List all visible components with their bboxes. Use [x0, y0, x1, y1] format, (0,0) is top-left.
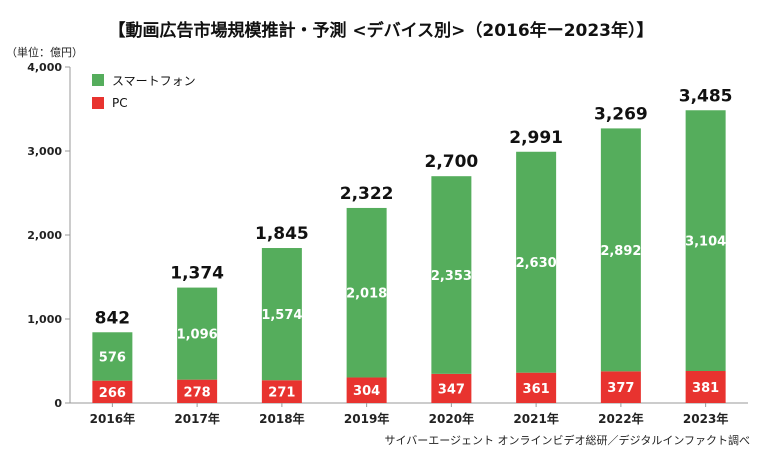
bar-segment-smartphone	[431, 176, 472, 374]
x-tick-label: 2021年	[513, 411, 558, 426]
bar-segment-smartphone	[346, 207, 387, 378]
x-tick-label: 2016年	[90, 411, 135, 426]
data-label-smartphone: 2,630	[516, 256, 557, 271]
bar-segment-pc	[177, 379, 218, 403]
data-label-pc: 381	[692, 381, 719, 396]
data-label-total: 842	[95, 308, 131, 328]
data-label-total: 2,700	[424, 152, 478, 172]
bar-segment-pc	[516, 372, 557, 403]
y-tick-label: 3,000	[27, 145, 62, 158]
bar-segment-smartphone	[685, 110, 726, 371]
legend-item-smartphone: スマートフォン	[92, 70, 196, 90]
y-tick-label: 1,000	[27, 313, 62, 326]
data-label-pc: 278	[184, 385, 211, 400]
bar-segment-pc	[685, 370, 726, 403]
bar-segment-smartphone	[92, 332, 133, 381]
chart-title: 【動画広告市場規模推計・予測 <デバイス別>（2016年ー2023年）】	[108, 21, 654, 41]
bar-segment-pc	[431, 373, 472, 403]
y-tick-label: 2,000	[27, 229, 62, 242]
data-label-smartphone: 2,018	[346, 287, 387, 302]
data-label-total: 2,322	[340, 184, 394, 204]
y-tick-label: 4,000	[27, 61, 62, 74]
data-label-pc: 266	[99, 386, 126, 401]
data-label-smartphone: 576	[99, 350, 126, 365]
x-tick-label: 2017年	[174, 411, 219, 426]
legend-swatch-pc	[92, 97, 104, 109]
legend-label-smartphone: スマートフォン	[112, 73, 196, 88]
legend-swatch-smartphone	[92, 74, 104, 86]
data-label-smartphone: 3,104	[685, 235, 726, 250]
x-tick-label: 2018年	[259, 411, 304, 426]
bar-segment-smartphone	[261, 248, 302, 381]
data-label-smartphone: 2,892	[600, 244, 641, 259]
legend-label-pc: PC	[112, 96, 128, 110]
bar-segment-smartphone	[600, 128, 641, 372]
data-label-total: 3,485	[679, 86, 733, 106]
bar-segment-smartphone	[177, 287, 218, 380]
x-tick-label: 2019年	[344, 411, 389, 426]
data-label-pc: 347	[438, 382, 465, 397]
data-label-smartphone: 1,096	[177, 328, 218, 343]
x-tick-label: 2022年	[598, 411, 643, 426]
legend-item-pc: PC	[92, 93, 196, 113]
data-label-pc: 304	[353, 384, 380, 399]
x-tick-label: 2023年	[683, 411, 728, 426]
bar-segment-pc	[346, 377, 387, 403]
data-label-smartphone: 2,353	[431, 269, 472, 284]
data-label-pc: 361	[523, 382, 550, 397]
data-label-pc: 271	[268, 386, 295, 401]
data-label-smartphone: 1,574	[261, 308, 302, 323]
bar-segment-pc	[600, 371, 641, 403]
data-label-total: 2,991	[509, 128, 563, 148]
data-label-total: 3,269	[594, 104, 648, 124]
legend: スマートフォン PC	[92, 70, 196, 116]
unit-label: （単位：億円）	[6, 46, 83, 59]
bar-segment-smartphone	[516, 151, 557, 373]
source-note: サイバーエージェント オンラインビデオ総研／デジタルインファクト調べ	[384, 434, 750, 447]
data-label-pc: 377	[607, 381, 634, 396]
bar-segment-pc	[92, 380, 133, 403]
y-tick-label: 0	[54, 397, 62, 410]
bar-segment-pc	[261, 380, 302, 403]
x-tick-label: 2020年	[429, 411, 474, 426]
data-label-total: 1,374	[170, 264, 224, 284]
data-label-total: 1,845	[255, 224, 309, 244]
